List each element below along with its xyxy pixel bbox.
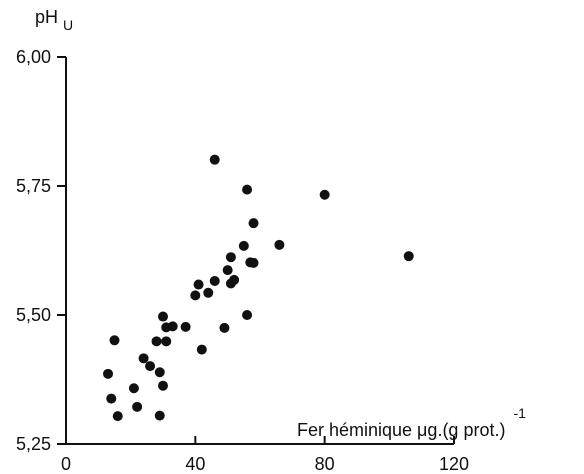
scatter-point [151, 336, 162, 347]
x-tick-label: 40 [185, 454, 205, 474]
scatter-point [154, 367, 165, 378]
axes [65, 57, 454, 445]
scatter-point [274, 239, 285, 250]
scatter-point [242, 310, 253, 320]
scatter-point [167, 321, 178, 332]
data-points [103, 154, 414, 422]
tick-labels: 5,25 5,50 5,75 6,00 0 40 80 120 [16, 47, 469, 474]
y-tick-label: 5,75 [16, 176, 51, 196]
x-axis-label: Fer héminique μg.(g prot.) -1 [297, 405, 526, 440]
scatter-point [161, 336, 172, 347]
y-tick-label: 5,25 [16, 434, 51, 454]
scatter-point [242, 184, 253, 195]
x-tick-label: 80 [315, 454, 335, 474]
ticks [57, 56, 455, 445]
y-tick-label: 6,00 [16, 47, 51, 67]
scatter-point [154, 410, 165, 421]
scatter-point [229, 274, 240, 285]
scatter-point [180, 321, 191, 332]
scatter-point [248, 257, 259, 268]
scatter-point [219, 322, 230, 333]
scatter-point [103, 368, 114, 379]
scatter-point [319, 189, 330, 200]
scatter-point [203, 287, 214, 298]
y-axis-label-main: pH [35, 7, 58, 27]
y-tick-label: 5,50 [16, 305, 51, 325]
x-axis-label-main: Fer héminique μg.(g prot.) [297, 420, 505, 440]
scatter-point [158, 380, 168, 391]
scatter-point [112, 411, 123, 422]
scatter-point [196, 344, 207, 355]
scatter-point [138, 353, 149, 364]
scatter-point [238, 240, 249, 251]
x-tick-label: 120 [439, 454, 469, 474]
scatter-point [190, 290, 201, 301]
scatter-point [209, 154, 220, 165]
scatter-point [132, 401, 143, 412]
scatter-point [225, 252, 236, 263]
scatter-point [209, 275, 220, 286]
scatter-point [128, 383, 139, 394]
scatter-point [222, 265, 233, 276]
scatter-point [158, 311, 168, 322]
x-axis-label-superscript: -1 [513, 405, 526, 421]
scatter-point [248, 218, 259, 229]
scatter-point [403, 251, 414, 262]
y-axis-label: pH U [35, 7, 73, 33]
y-axis-label-subscript: U [63, 17, 73, 33]
scatter-point [106, 393, 117, 404]
scatter-point [145, 361, 156, 372]
scatter-point [109, 335, 120, 346]
x-tick-label: 0 [61, 454, 71, 474]
scatter-point [193, 279, 204, 290]
